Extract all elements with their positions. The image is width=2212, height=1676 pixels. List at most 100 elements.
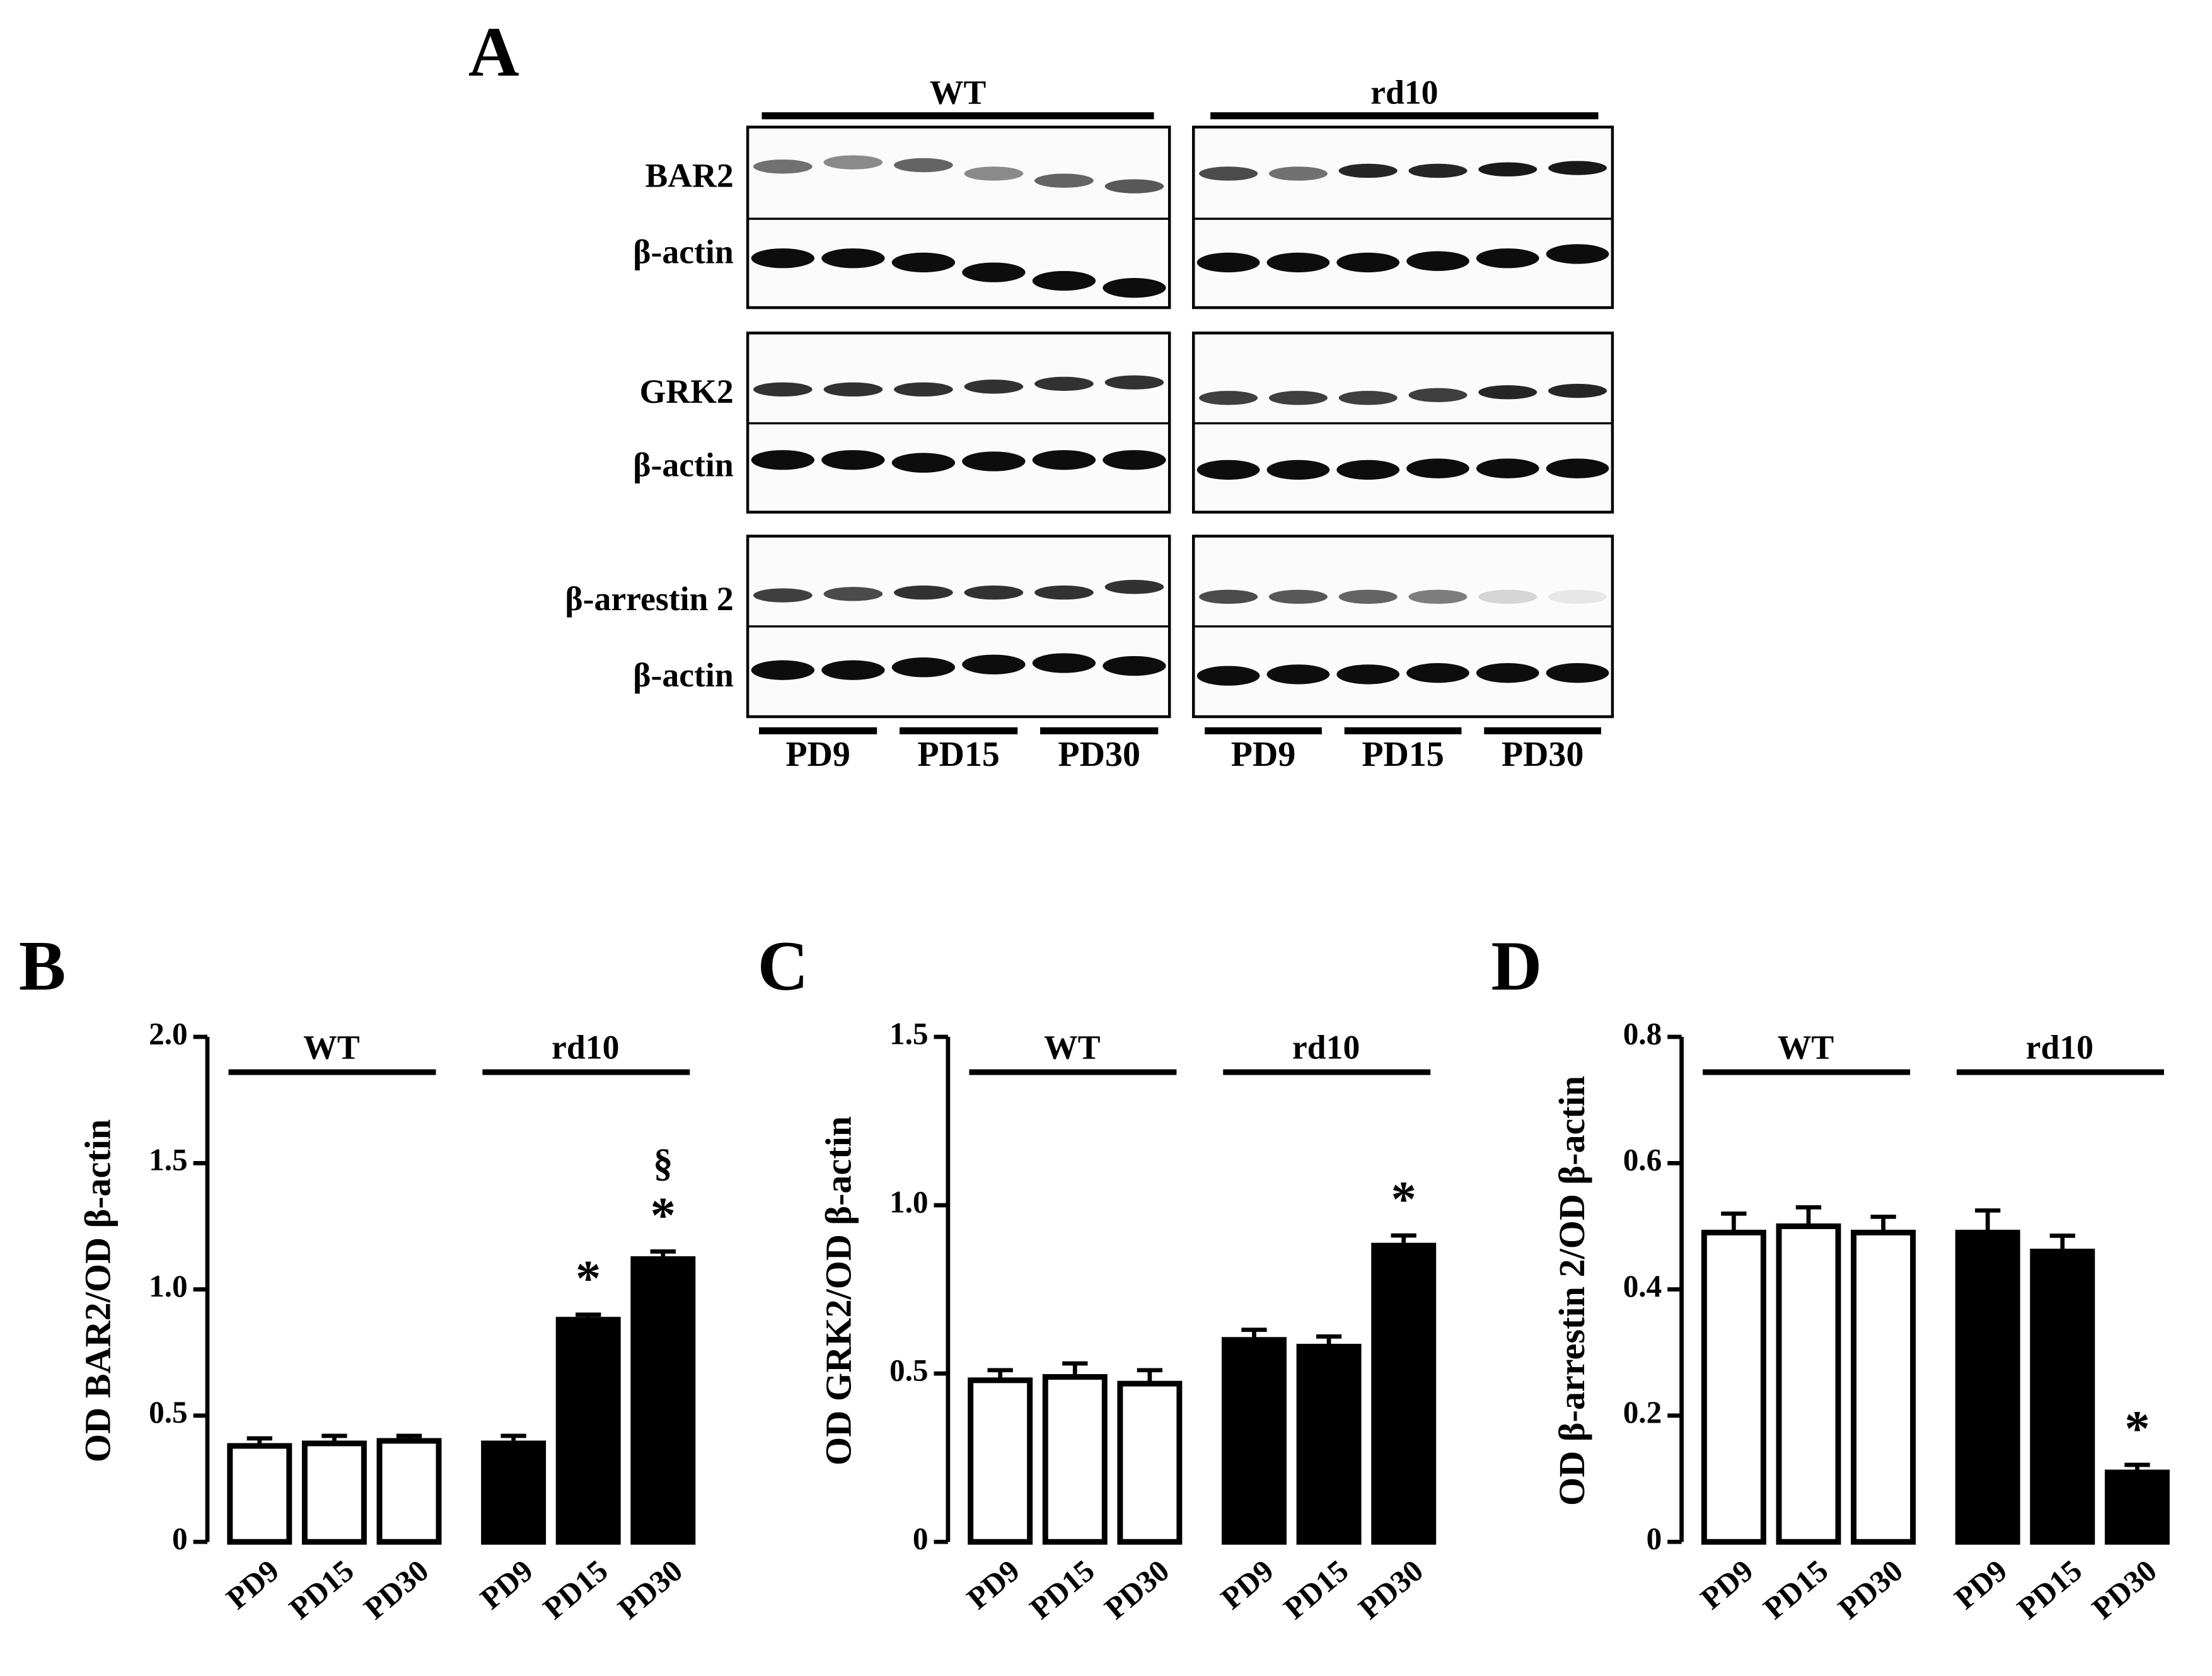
bar (968, 1377, 1033, 1545)
band (1406, 663, 1469, 683)
band (1408, 589, 1468, 604)
band (894, 382, 953, 397)
bar (376, 1438, 442, 1545)
band (1406, 251, 1469, 271)
group-label: rd10 (1370, 74, 1438, 112)
band (1478, 589, 1537, 604)
band (1034, 376, 1094, 391)
lane-label: PD30 (1502, 735, 1584, 774)
band (894, 585, 953, 600)
band (962, 654, 1026, 674)
band (1268, 166, 1328, 181)
band (1548, 161, 1607, 175)
y-tick-label: 1.5 (889, 1016, 929, 1051)
significance-mark: § (653, 1141, 673, 1185)
y-tick-label: 0 (1647, 1522, 1662, 1556)
bar (555, 1317, 621, 1545)
y-tick-label: 0 (172, 1522, 188, 1556)
band (1199, 166, 1258, 181)
band (1032, 270, 1096, 291)
y-axis-label: OD BAR2/OD β-actin (77, 1119, 118, 1462)
band (823, 382, 883, 397)
band (1103, 278, 1166, 298)
group-label: WT (1044, 1029, 1101, 1066)
bar (630, 1256, 696, 1545)
band (1196, 459, 1260, 480)
bar (1042, 1374, 1108, 1545)
band (1476, 663, 1539, 683)
y-tick-label: 2.0 (149, 1016, 188, 1051)
band (964, 379, 1024, 394)
group-label: rd10 (2026, 1029, 2093, 1066)
bar (227, 1443, 292, 1545)
panel-letter: C (758, 927, 809, 1005)
group-label: rd10 (552, 1029, 619, 1066)
band (1104, 579, 1164, 594)
band (1103, 450, 1166, 470)
band (753, 588, 813, 603)
y-tick-label: 0.2 (1623, 1395, 1662, 1430)
y-tick-label: 0 (913, 1522, 929, 1556)
band (1336, 459, 1400, 480)
panel-letter: A (468, 13, 519, 91)
band (1104, 179, 1164, 194)
group-label: rd10 (1292, 1029, 1360, 1066)
y-tick-label: 0.5 (149, 1395, 188, 1430)
bar (1371, 1242, 1437, 1545)
band (751, 450, 815, 470)
band (1266, 252, 1330, 273)
band (1546, 458, 1609, 478)
band (821, 248, 885, 269)
band (1104, 375, 1164, 390)
band (1034, 173, 1094, 188)
band (751, 248, 815, 269)
band (1268, 589, 1328, 604)
band (1268, 391, 1328, 405)
bar (1851, 1230, 1916, 1545)
bar (1117, 1380, 1183, 1545)
row-label: GRK2 (640, 373, 734, 410)
bar (301, 1440, 367, 1545)
band (1338, 391, 1398, 405)
y-axis-label: OD GRK2/OD β-actin (818, 1116, 859, 1465)
row-label: β-actin (633, 656, 734, 694)
band (1408, 388, 1468, 402)
lane-label: PD30 (1058, 735, 1140, 774)
band (1103, 656, 1166, 676)
band (1032, 653, 1096, 673)
band (1266, 664, 1330, 685)
blot-box (1192, 125, 1614, 309)
band (1034, 585, 1094, 600)
lane-label: PD9 (1231, 735, 1296, 774)
band (1406, 458, 1469, 478)
band (823, 155, 883, 170)
band (823, 587, 883, 601)
band (962, 451, 1026, 471)
panel-letter: B (19, 927, 66, 1005)
group-label: WT (303, 1029, 360, 1066)
band (1266, 459, 1330, 480)
band (894, 158, 953, 173)
bar (1701, 1230, 1766, 1545)
group-label: WT (1778, 1029, 1834, 1066)
row-label: BAR2 (645, 157, 733, 195)
lane-label: PD15 (917, 735, 1000, 774)
y-tick-label: 1.5 (149, 1143, 188, 1177)
band (964, 585, 1024, 600)
band (1478, 162, 1537, 176)
row-label: β-arrestin 2 (565, 580, 733, 618)
band (1476, 248, 1539, 269)
band (891, 453, 956, 473)
band (751, 660, 815, 680)
lane-label: PD15 (1362, 735, 1444, 774)
row-label: β-actin (633, 446, 734, 484)
y-axis-label: OD β-arrestin 2/OD β-actin (1551, 1076, 1592, 1506)
band (1546, 663, 1609, 683)
bar (1955, 1230, 2020, 1545)
lane-label: PD9 (785, 735, 850, 774)
significance-mark: * (576, 1251, 601, 1307)
band (1196, 666, 1260, 686)
band (821, 450, 885, 470)
